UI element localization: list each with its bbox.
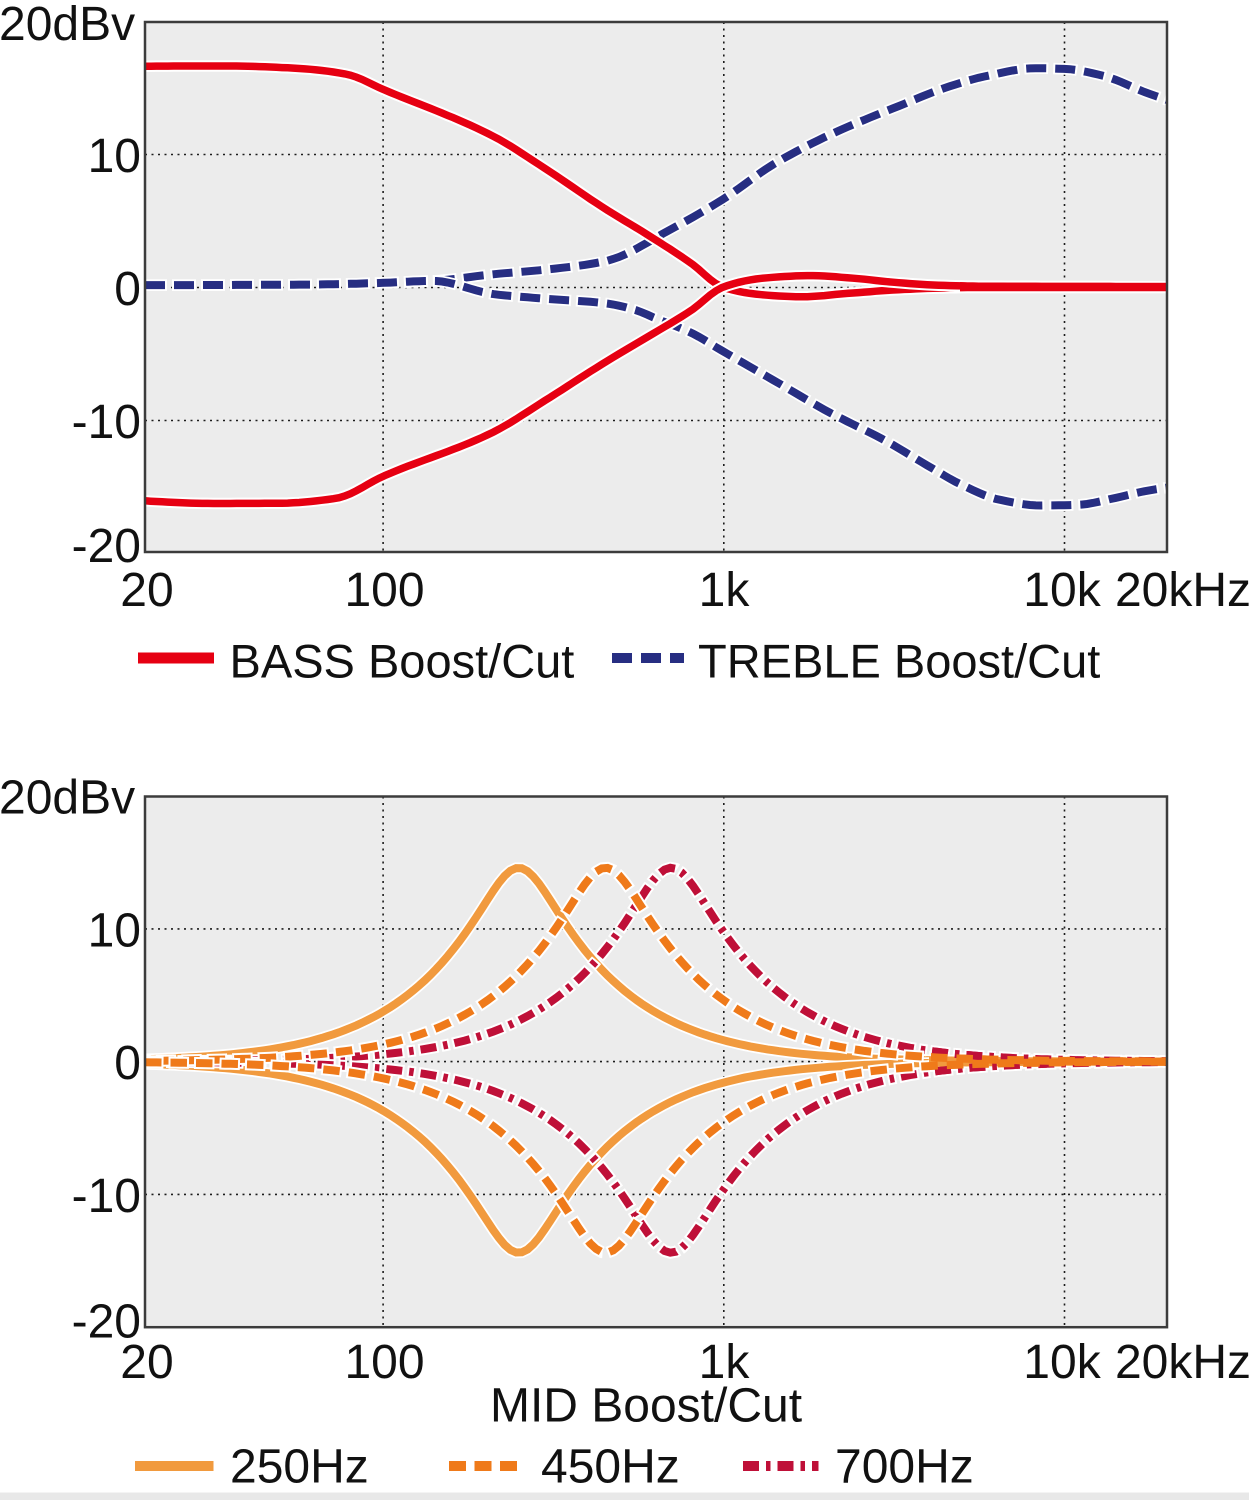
svg-text:-20: -20: [72, 520, 141, 573]
svg-text:20: 20: [120, 1336, 173, 1389]
svg-text:20: 20: [120, 564, 173, 617]
svg-text:20kHz: 20kHz: [1115, 564, 1249, 617]
svg-text:450Hz: 450Hz: [541, 1441, 680, 1494]
svg-text:100: 100: [344, 1336, 424, 1389]
svg-text:100: 100: [344, 564, 424, 617]
svg-text:TREBLE Boost/Cut: TREBLE Boost/Cut: [698, 635, 1100, 688]
svg-text:0: 0: [114, 1037, 141, 1090]
svg-text:10k: 10k: [1023, 564, 1101, 617]
svg-text:-10: -10: [72, 1170, 141, 1223]
svg-text:20kHz: 20kHz: [1115, 1336, 1249, 1389]
svg-text:-20: -20: [72, 1296, 141, 1349]
svg-text:0: 0: [114, 263, 141, 316]
svg-text:MID Boost/Cut: MID Boost/Cut: [490, 1380, 802, 1433]
svg-text:BASS Boost/Cut: BASS Boost/Cut: [230, 635, 575, 688]
svg-text:700Hz: 700Hz: [835, 1441, 974, 1494]
svg-text:10k: 10k: [1023, 1336, 1101, 1389]
svg-text:250Hz: 250Hz: [230, 1441, 369, 1494]
svg-text:1k: 1k: [699, 564, 751, 617]
svg-text:-10: -10: [72, 396, 141, 449]
svg-text:10: 10: [88, 904, 141, 957]
svg-text:1k: 1k: [699, 1336, 751, 1389]
svg-text:10: 10: [88, 130, 141, 183]
svg-text:20dBv: 20dBv: [0, 772, 135, 825]
svg-text:20dBv: 20dBv: [0, 0, 135, 51]
